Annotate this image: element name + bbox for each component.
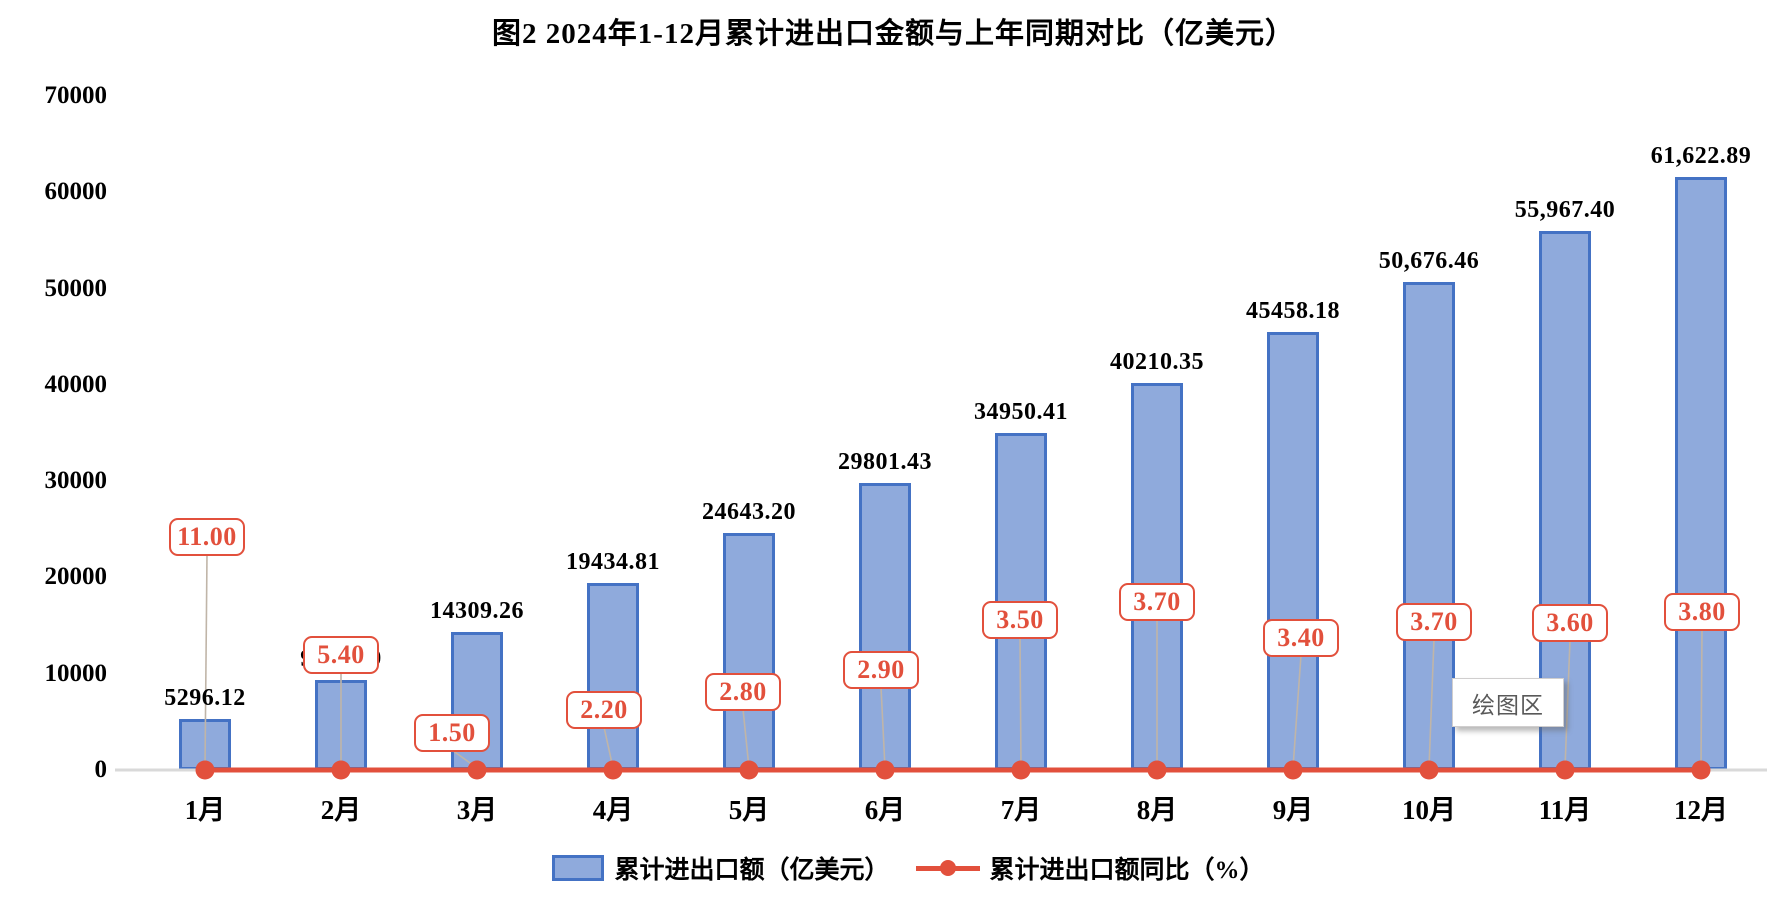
y-axis-tick-label: 10000	[44, 659, 108, 687]
bar-value-label: 5296.12	[164, 685, 246, 711]
x-axis-tick-label: 2月	[320, 795, 362, 825]
yoy-growth-label: 3.40	[1263, 619, 1339, 657]
bar-value-label: 45458.18	[1246, 298, 1340, 324]
x-axis-tick-label: 7月	[1000, 795, 1042, 825]
plot-area-tooltip-label: 绘图区	[1472, 691, 1544, 718]
yoy-growth-label: 5.40	[303, 636, 379, 674]
bar-value-label: 40210.35	[1110, 349, 1204, 375]
y-axis-tick-label: 0	[94, 756, 108, 783]
yoy-growth-label: 11.00	[169, 518, 245, 556]
bar-value-label: 29801.43	[838, 449, 932, 475]
legend: 累计进出口额（亿美元） 累计进出口额同比（%）	[0, 850, 1787, 886]
bar-10月[interactable]	[1403, 282, 1455, 770]
yoy-growth-label: 3.70	[1396, 603, 1472, 641]
yoy-growth-label: 3.80	[1664, 593, 1740, 631]
legend-bar-swatch-icon	[552, 855, 605, 881]
bar-6月[interactable]	[859, 483, 911, 770]
yoy-growth-label: 3.70	[1119, 583, 1195, 621]
legend-line-label: 累计进出口额同比（%）	[989, 857, 1265, 884]
legend-item-line-series[interactable]: 累计进出口额同比（%）	[915, 850, 1265, 886]
bar-value-label: 34950.41	[974, 399, 1068, 425]
bar-value-label: 55,967.40	[1514, 197, 1616, 223]
bar-value-label: 61,622.89	[1650, 143, 1752, 169]
bar-value-label: 50,676.46	[1378, 248, 1480, 274]
y-axis-tick-label: 30000	[44, 467, 108, 495]
bar-9月[interactable]	[1267, 332, 1319, 770]
bar-value-label: 14309.26	[430, 598, 524, 624]
bar-8月[interactable]	[1131, 383, 1183, 770]
bar-4月[interactable]	[587, 583, 639, 770]
legend-line-swatch-icon	[915, 860, 980, 876]
bar-5月[interactable]	[723, 533, 775, 770]
yoy-growth-label: 2.20	[566, 691, 642, 729]
legend-item-bar-series[interactable]: 累计进出口额（亿美元）	[552, 850, 890, 886]
x-axis-tick-label: 12月	[1674, 795, 1728, 825]
bar-value-label: 19434.81	[566, 549, 660, 575]
bar-1月[interactable]	[179, 719, 231, 770]
legend-bar-label: 累计进出口额（亿美元）	[614, 857, 890, 884]
bar-12月[interactable]	[1675, 177, 1727, 770]
x-axis-tick-label: 10月	[1402, 795, 1456, 825]
x-axis-tick-label: 11月	[1538, 795, 1592, 825]
y-axis-tick-label: 20000	[44, 563, 108, 591]
x-axis-tick-label: 6月	[864, 795, 906, 825]
yoy-growth-label: 3.50	[982, 601, 1058, 639]
x-axis-tick-label: 8月	[1136, 795, 1178, 825]
x-axis-tick-label: 5月	[728, 795, 770, 825]
bar-2月[interactable]	[315, 680, 367, 770]
x-axis-tick-label: 4月	[592, 795, 634, 825]
y-axis-tick-label: 60000	[44, 178, 108, 206]
y-axis-tick-label: 50000	[44, 274, 108, 302]
bar-value-label: 24643.20	[702, 499, 796, 525]
yoy-growth-label: 2.90	[843, 651, 919, 689]
y-axis-tick-label: 40000	[44, 370, 108, 398]
y-axis-tick-label: 70000	[44, 82, 108, 109]
yoy-growth-label: 2.80	[705, 673, 781, 711]
x-axis-tick-label: 1月	[184, 795, 226, 825]
chart-title: 图2 2024年1-12月累计进出口金额与上年同期对比（亿美元）	[492, 18, 1295, 50]
plot-area-tooltip: 绘图区	[1452, 678, 1564, 727]
yoy-growth-label: 3.60	[1532, 604, 1608, 642]
yoy-growth-label: 1.50	[414, 714, 490, 752]
legend-line-dot-icon	[939, 860, 956, 876]
x-axis-tick-label: 3月	[456, 795, 498, 825]
x-axis-tick-label: 9月	[1272, 795, 1314, 825]
